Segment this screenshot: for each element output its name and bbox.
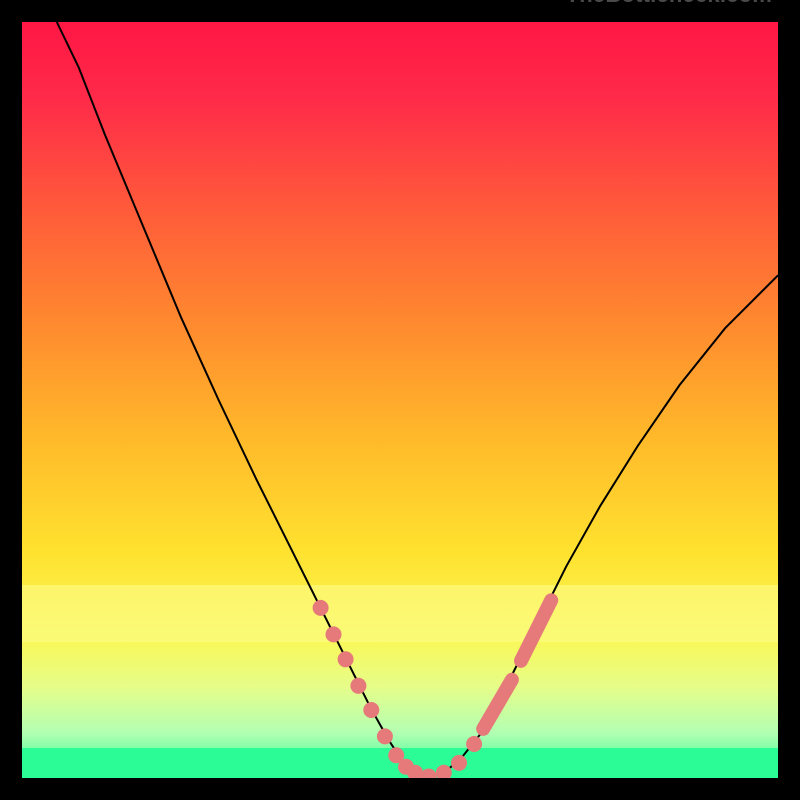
data-segment [521, 600, 551, 661]
data-dot [338, 651, 354, 667]
v-curve [57, 22, 778, 777]
watermark-text: TheBottleneck.com [566, 0, 778, 8]
data-dot [421, 769, 437, 779]
data-dot [350, 678, 366, 694]
data-dot [363, 702, 379, 718]
data-dot [313, 600, 329, 616]
data-dot [451, 755, 467, 771]
data-dot [377, 728, 393, 744]
chart-frame: TheBottleneck.com [0, 0, 800, 800]
data-dot [326, 626, 342, 642]
data-segment [483, 680, 512, 729]
plot-area [22, 22, 778, 778]
curve-layer [22, 22, 778, 778]
data-dot [436, 765, 452, 778]
data-dot [466, 736, 482, 752]
